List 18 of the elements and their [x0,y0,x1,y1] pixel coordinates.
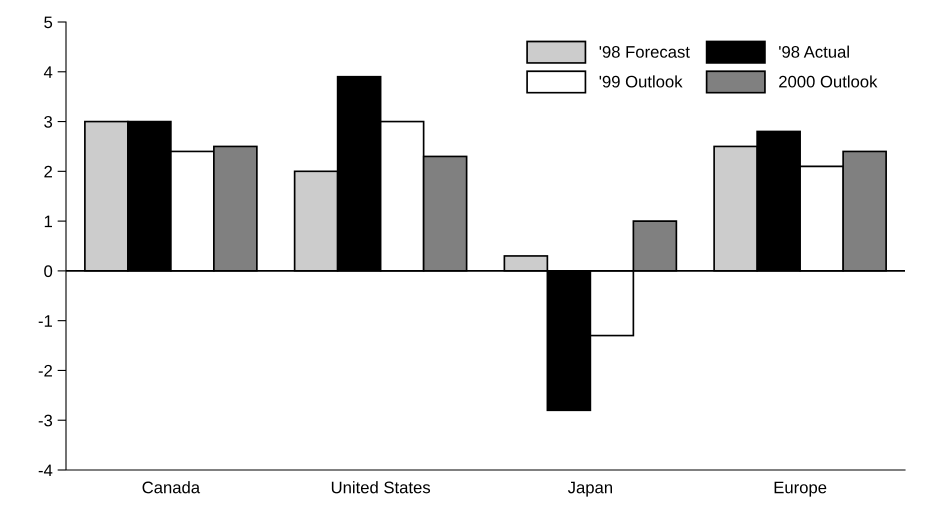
x-tick-label: Japan [568,482,612,497]
y-tick-label: -2 [38,364,52,376]
y-tick-label: -3 [38,414,52,426]
x-tick-label: Canada [142,481,200,494]
y-tick-label: 2 [44,166,52,178]
y-tick-label: 5 [44,16,52,28]
y-tick-label: 1 [44,216,52,228]
legend-label: '98 Forecast [600,46,690,58]
x-tick-label: Europe [774,482,826,497]
y-tick-label: -4 [38,464,52,476]
y-tick-label: -1 [38,315,52,327]
y-tick-label: 0 [44,265,52,278]
y-tick-label: 3 [44,116,52,128]
x-tick-label: United States [332,481,430,494]
y-tick-label: 4 [44,66,52,78]
legend-label: '98 Actual [779,46,849,58]
legend-label: '99 Outlook [600,75,683,88]
legend-label: 2000 Outlook [779,75,878,88]
